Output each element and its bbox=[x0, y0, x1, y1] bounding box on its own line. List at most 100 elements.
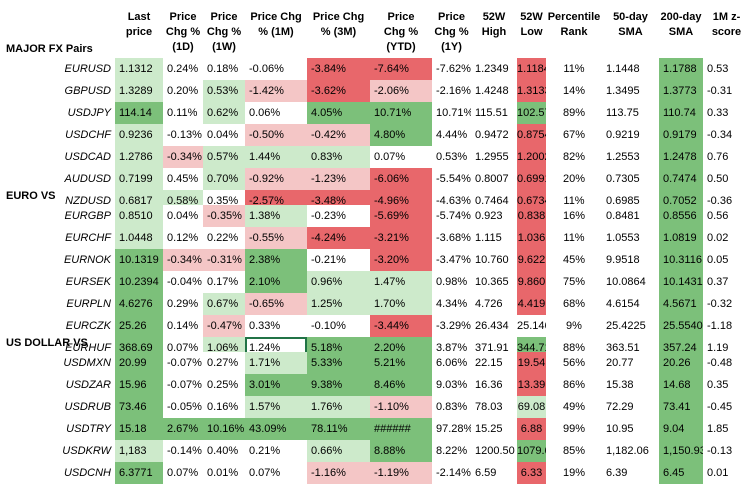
data-cell[interactable]: 0.57% bbox=[203, 146, 245, 168]
data-cell[interactable]: -0.13 bbox=[703, 440, 750, 462]
data-cell[interactable]: 0.67% bbox=[203, 293, 245, 315]
data-cell[interactable]: 20.26 bbox=[659, 352, 703, 374]
data-cell[interactable]: 13.39 bbox=[517, 374, 546, 396]
data-cell[interactable]: 0.9219 bbox=[602, 124, 659, 146]
data-cell[interactable]: 5.33% bbox=[307, 352, 370, 374]
data-cell[interactable]: 75% bbox=[546, 271, 602, 293]
data-cell[interactable]: 1.3289 bbox=[115, 80, 163, 102]
data-cell[interactable]: 114.14 bbox=[115, 102, 163, 124]
data-cell[interactable]: 1.036 bbox=[517, 227, 546, 249]
data-cell[interactable]: 6.3771 bbox=[115, 462, 163, 484]
data-cell[interactable]: 10.1431 bbox=[659, 271, 703, 293]
data-cell[interactable]: 15.25 bbox=[471, 418, 517, 440]
data-cell[interactable]: 0.9472 bbox=[471, 124, 517, 146]
data-cell[interactable]: 4.726 bbox=[471, 293, 517, 315]
data-cell[interactable]: 1.38% bbox=[245, 205, 307, 227]
data-cell[interactable]: 1,150.93 bbox=[659, 440, 703, 462]
data-cell[interactable]: 11% bbox=[546, 58, 602, 80]
data-cell[interactable]: -5.54% bbox=[432, 168, 471, 190]
pair-name-cell[interactable]: EURPLN bbox=[66, 298, 111, 310]
data-cell[interactable]: 1.1788 bbox=[659, 58, 703, 80]
pair-name-cell[interactable]: EURCHF bbox=[65, 232, 111, 244]
data-cell[interactable]: 0.50 bbox=[703, 168, 750, 190]
data-cell[interactable]: 72.29 bbox=[602, 396, 659, 418]
data-cell[interactable]: 0.7199 bbox=[115, 168, 163, 190]
data-cell[interactable]: 0.7305 bbox=[602, 168, 659, 190]
data-cell[interactable]: 2.67% bbox=[163, 418, 203, 440]
data-cell[interactable]: 0.76 bbox=[703, 146, 750, 168]
data-cell[interactable]: 1079.66 bbox=[517, 440, 546, 462]
data-cell[interactable]: 45% bbox=[546, 249, 602, 271]
data-cell[interactable]: 6.45 bbox=[659, 462, 703, 484]
data-cell[interactable]: 0.04% bbox=[163, 205, 203, 227]
data-cell[interactable]: 1.3133 bbox=[517, 80, 546, 102]
data-cell[interactable]: 20.77 bbox=[602, 352, 659, 374]
data-cell[interactable]: 67% bbox=[546, 124, 602, 146]
data-cell[interactable]: -0.65% bbox=[245, 293, 307, 315]
data-cell[interactable]: 10.365 bbox=[471, 271, 517, 293]
data-cell[interactable]: 0.8556 bbox=[659, 205, 703, 227]
data-cell[interactable]: 0.29% bbox=[163, 293, 203, 315]
data-cell[interactable]: 1.25% bbox=[307, 293, 370, 315]
data-cell[interactable]: 0.17% bbox=[203, 271, 245, 293]
data-cell[interactable]: -0.47% bbox=[203, 315, 245, 337]
data-cell[interactable]: 10.1319 bbox=[115, 249, 163, 271]
data-cell[interactable]: -0.23% bbox=[307, 205, 370, 227]
data-cell[interactable]: 1.2553 bbox=[602, 146, 659, 168]
data-cell[interactable]: 8.22% bbox=[432, 440, 471, 462]
data-cell[interactable]: 0.9236 bbox=[115, 124, 163, 146]
data-cell[interactable]: 1.0448 bbox=[115, 227, 163, 249]
data-cell[interactable]: -0.32 bbox=[703, 293, 750, 315]
data-cell[interactable]: 0.9179 bbox=[659, 124, 703, 146]
data-cell[interactable]: 0.22% bbox=[203, 227, 245, 249]
data-cell[interactable]: 9% bbox=[546, 315, 602, 337]
data-cell[interactable]: -5.74% bbox=[432, 205, 471, 227]
data-cell[interactable]: -2.16% bbox=[432, 80, 471, 102]
data-cell[interactable]: 25.5540 bbox=[659, 315, 703, 337]
data-cell[interactable]: 0.25% bbox=[203, 374, 245, 396]
data-cell[interactable]: 0.923 bbox=[471, 205, 517, 227]
data-cell[interactable]: 0.66% bbox=[307, 440, 370, 462]
data-cell[interactable]: 0.98% bbox=[432, 271, 471, 293]
data-cell[interactable]: 25.4225 bbox=[602, 315, 659, 337]
data-cell[interactable]: -1.16% bbox=[307, 462, 370, 484]
data-cell[interactable]: 0.56 bbox=[703, 205, 750, 227]
data-cell[interactable]: -1.42% bbox=[245, 80, 307, 102]
data-cell[interactable]: 0.8481 bbox=[602, 205, 659, 227]
data-cell[interactable]: 78.11% bbox=[307, 418, 370, 440]
data-cell[interactable]: 9.38% bbox=[307, 374, 370, 396]
data-cell[interactable]: 1.2786 bbox=[115, 146, 163, 168]
data-cell[interactable]: 10.16% bbox=[203, 418, 245, 440]
data-cell[interactable]: 0.83% bbox=[432, 396, 471, 418]
data-cell[interactable]: -0.13% bbox=[163, 124, 203, 146]
data-cell[interactable]: 89% bbox=[546, 102, 602, 124]
data-cell[interactable]: 14% bbox=[546, 80, 602, 102]
data-cell[interactable]: 113.75 bbox=[602, 102, 659, 124]
pair-name-cell[interactable]: GBPUSD bbox=[64, 85, 111, 97]
data-cell[interactable]: 0.8754 bbox=[517, 124, 546, 146]
data-cell[interactable]: 0.04% bbox=[203, 124, 245, 146]
pair-name-cell[interactable]: EURHUF bbox=[65, 342, 111, 354]
data-cell[interactable]: 4.419 bbox=[517, 293, 546, 315]
data-cell[interactable]: 43.09% bbox=[245, 418, 307, 440]
data-cell[interactable]: 8.88% bbox=[370, 440, 432, 462]
data-cell[interactable]: 2.38% bbox=[245, 249, 307, 271]
data-cell[interactable]: -0.35% bbox=[203, 205, 245, 227]
data-cell[interactable]: 0.24% bbox=[163, 58, 203, 80]
data-cell[interactable]: -2.14% bbox=[432, 462, 471, 484]
data-cell[interactable]: -3.84% bbox=[307, 58, 370, 80]
data-cell[interactable]: 10.3116 bbox=[659, 249, 703, 271]
data-cell[interactable]: 0.07% bbox=[370, 146, 432, 168]
data-cell[interactable]: -0.31% bbox=[203, 249, 245, 271]
data-cell[interactable]: -3.20% bbox=[370, 249, 432, 271]
data-cell[interactable]: 6.59 bbox=[471, 462, 517, 484]
pair-name-cell[interactable]: EURNOK bbox=[63, 254, 111, 266]
data-cell[interactable]: 20.99 bbox=[115, 352, 163, 374]
data-cell[interactable]: 0.06% bbox=[245, 102, 307, 124]
data-cell[interactable]: 0.70% bbox=[203, 168, 245, 190]
data-cell[interactable]: 19.54 bbox=[517, 352, 546, 374]
data-cell[interactable]: 2.10% bbox=[245, 271, 307, 293]
data-cell[interactable]: 0.62% bbox=[203, 102, 245, 124]
data-cell[interactable]: -0.55% bbox=[245, 227, 307, 249]
data-cell[interactable]: 15.96 bbox=[115, 374, 163, 396]
